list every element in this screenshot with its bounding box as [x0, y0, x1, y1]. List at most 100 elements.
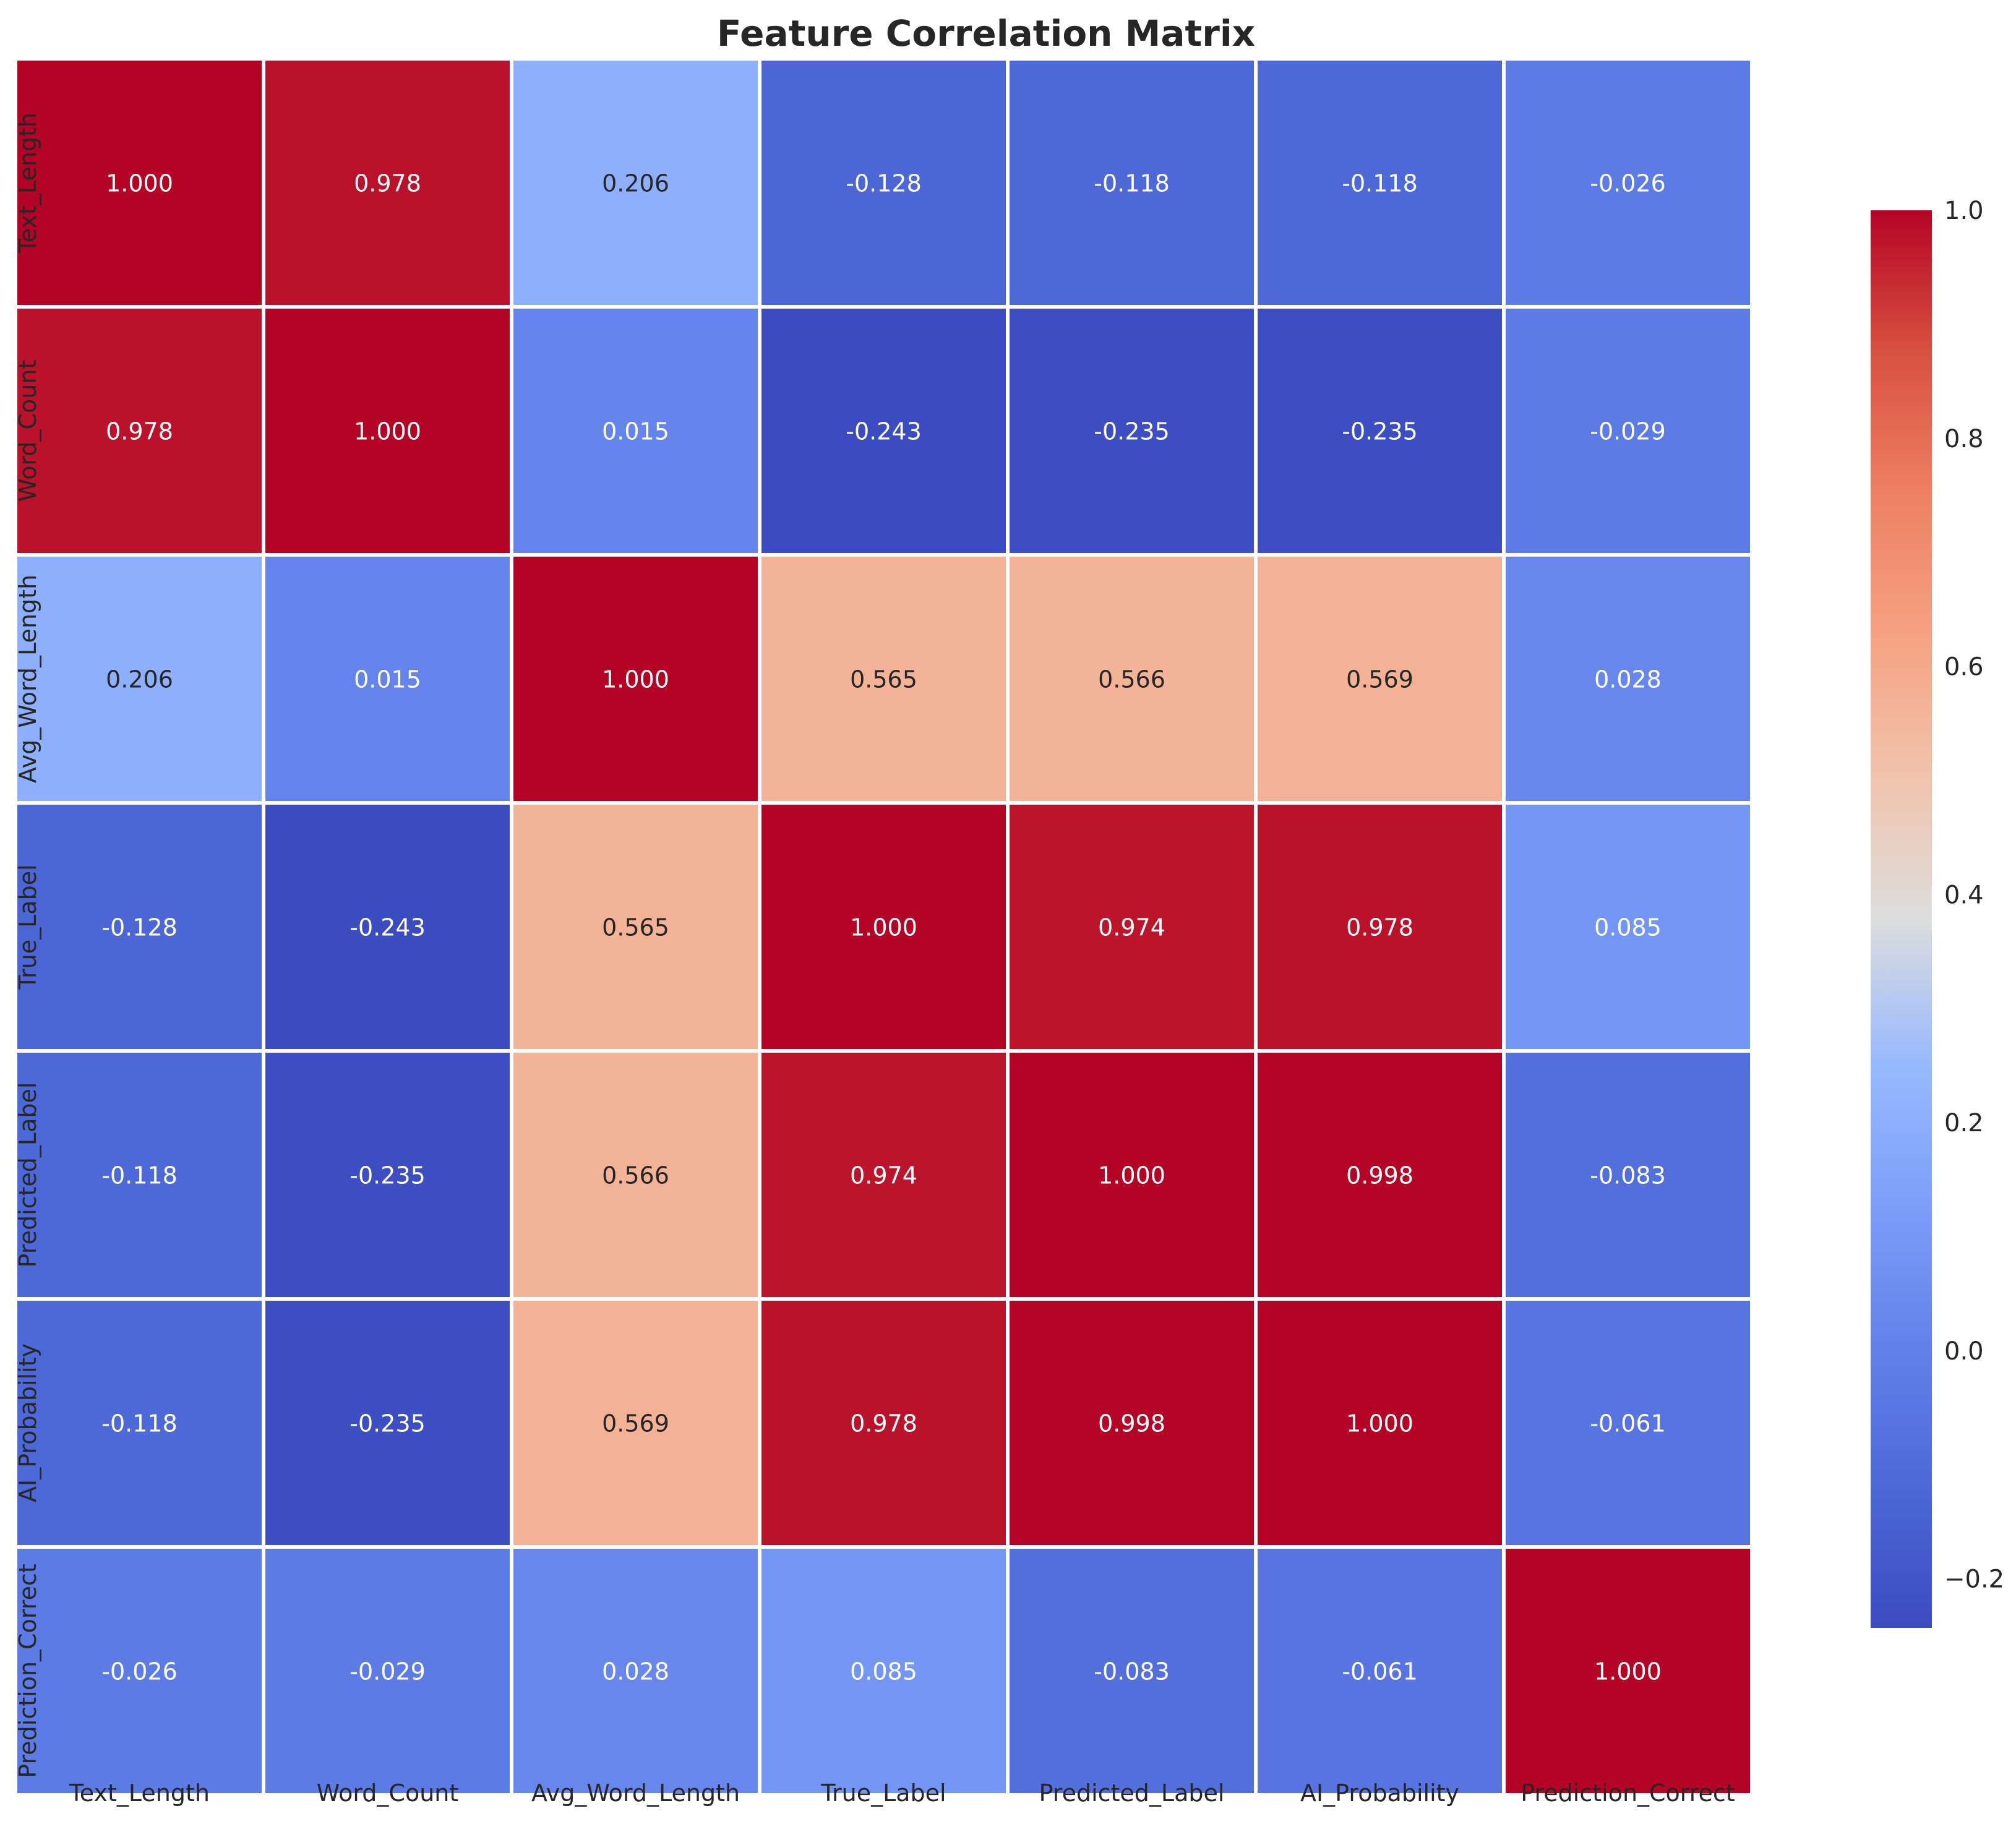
- x-tick-label: AI_Probability: [1300, 1779, 1459, 1807]
- heatmap-cell-label: -0.061: [1342, 1658, 1418, 1685]
- y-tick-label: AI_Probability: [14, 1343, 41, 1502]
- heatmap-cell: [1258, 557, 1502, 801]
- heatmap-cell: [17, 557, 262, 801]
- heatmap-cell-label: -0.235: [350, 1162, 426, 1189]
- heatmap-cell-label: 0.998: [1098, 1410, 1165, 1437]
- colorbar-gradient: [1871, 210, 1932, 1628]
- heatmap-cell: [265, 1053, 510, 1297]
- heatmap-cell: [1010, 1549, 1254, 1793]
- heatmap-cell: [1506, 557, 1750, 801]
- heatmap-cell: [1258, 1549, 1502, 1793]
- heatmap-cell-label: 0.206: [106, 666, 173, 693]
- heatmap-cell: [513, 557, 758, 801]
- colorbar: −0.2 0.0 0.2 0.4 0.6 0.8 1.0: [1871, 197, 2004, 1628]
- y-tick-label: Prediction_Correct: [14, 1564, 41, 1778]
- heatmap-cell: [1258, 805, 1502, 1049]
- x-tick-label: Text_Length: [69, 1779, 210, 1807]
- heatmap-cell-label: -0.128: [846, 170, 922, 197]
- heatmap-cell: [761, 1549, 1006, 1793]
- heatmap-cell: [17, 1301, 262, 1545]
- heatmap-cell: [1010, 1301, 1254, 1545]
- heatmap-cell: [761, 309, 1006, 553]
- heatmap-cell-label: 1.000: [106, 170, 173, 197]
- heatmap-cell: [1506, 1301, 1750, 1545]
- x-tick-label: Predicted_Label: [1039, 1779, 1225, 1807]
- heatmap-cell: [17, 61, 262, 305]
- heatmap-cell-label: 1.000: [354, 418, 421, 445]
- heatmap-cell-label: 0.085: [850, 1658, 917, 1685]
- heatmap-cell: [1506, 805, 1750, 1049]
- x-axis-tick-labels: Text_Length Word_Count Avg_Word_Length True…: [69, 1779, 1735, 1807]
- heatmap-cell: [17, 805, 262, 1049]
- chart-title: Feature Correlation Matrix: [717, 12, 1255, 54]
- heatmap-cell-label: -0.235: [1094, 418, 1170, 445]
- heatmap-cell-label: -0.235: [1342, 418, 1418, 445]
- colorbar-tick-label: 0.6: [1944, 653, 1984, 682]
- heatmap-cell-label: -0.061: [1590, 1410, 1666, 1437]
- heatmap-cell-label: -0.029: [350, 1658, 426, 1685]
- heatmap-cell-label: 0.978: [850, 1410, 917, 1437]
- heatmap-cell-label: 0.565: [850, 666, 917, 693]
- heatmap-cells: [17, 61, 1750, 1793]
- heatmap-cell: [17, 1053, 262, 1297]
- heatmap-cell-label: 0.974: [850, 1162, 917, 1189]
- x-tick-label: Avg_Word_Length: [531, 1779, 740, 1807]
- heatmap-cell-label: 0.028: [1594, 666, 1662, 693]
- y-tick-label: Text_Length: [14, 113, 41, 254]
- heatmap-cell-label: 0.566: [1098, 666, 1165, 693]
- heatmap-cell-label: 1.000: [1594, 1658, 1662, 1685]
- heatmap-cell-label: -0.243: [350, 914, 426, 941]
- heatmap-cell: [1010, 557, 1254, 801]
- y-tick-label: True_Label: [14, 864, 41, 990]
- heatmap-cell: [761, 61, 1006, 305]
- heatmap-cell-label: -0.118: [101, 1162, 178, 1189]
- heatmap-cell-label: -0.128: [101, 914, 178, 941]
- heatmap-cell: [265, 1549, 510, 1793]
- heatmap-cell-label: 0.015: [354, 666, 421, 693]
- heatmap-cell: [1506, 1549, 1750, 1793]
- heatmap-cell: [265, 1301, 510, 1545]
- heatmap-cell-label: 1.000: [1098, 1162, 1165, 1189]
- heatmap-cell: [761, 1053, 1006, 1297]
- heatmap-cell: [761, 557, 1006, 801]
- heatmap-cell-label: 0.569: [1346, 666, 1413, 693]
- heatmap-cell: [1258, 309, 1502, 553]
- colorbar-tick-label: −0.2: [1944, 1565, 2004, 1594]
- heatmap-cell-label: 1.000: [850, 914, 917, 941]
- heatmap-cell: [265, 309, 510, 553]
- heatmap-cell-label: 0.978: [1346, 914, 1413, 941]
- heatmap-cell-label: 0.978: [354, 170, 421, 197]
- colorbar-tick-label: 0.4: [1944, 881, 1984, 909]
- heatmap-cell-label: -0.026: [101, 1658, 178, 1685]
- heatmap-cell-label: 0.028: [602, 1658, 669, 1685]
- heatmap-cell: [1258, 61, 1502, 305]
- heatmap-cell: [513, 309, 758, 553]
- y-tick-label: Word_Count: [14, 360, 41, 502]
- y-tick-label: Avg_Word_Length: [14, 575, 41, 783]
- heatmap-cell-label: 0.978: [106, 418, 173, 445]
- heatmap-cell-label: -0.118: [1342, 170, 1418, 197]
- heatmap-cell-label: 0.569: [602, 1410, 669, 1437]
- heatmap-cell-label: 0.206: [602, 170, 669, 197]
- heatmap-cell: [1506, 309, 1750, 553]
- heatmap-cell: [265, 557, 510, 801]
- heatmap-cell-label: -0.083: [1094, 1658, 1170, 1685]
- heatmap-cell-label: 0.566: [602, 1162, 669, 1189]
- heatmap-cell-label: -0.083: [1590, 1162, 1666, 1189]
- colorbar-tick-label: 0.0: [1944, 1337, 1984, 1366]
- heatmap-cell: [513, 1549, 758, 1793]
- heatmap-cell: [1010, 309, 1254, 553]
- y-tick-label: Predicted_Label: [14, 1082, 41, 1268]
- heatmap-cell-labels: 1.000 0.978 0.206 -0.128 -0.118 -0.118 -0.026 0…: [101, 170, 1666, 1685]
- heatmap-cell-label: -0.243: [846, 418, 922, 445]
- heatmap-cell: [17, 1549, 262, 1793]
- heatmap-cell-label: 0.565: [602, 914, 669, 941]
- colorbar-ticks: −0.2 0.0 0.2 0.4 0.6 0.8 1.0: [1944, 197, 2004, 1594]
- heatmap-cell: [1010, 805, 1254, 1049]
- heatmap-cell: [17, 309, 262, 553]
- heatmap-cell-label: 1.000: [1346, 1410, 1413, 1437]
- heatmap-cell-label: 1.000: [602, 666, 669, 693]
- colorbar-tick-label: 1.0: [1944, 197, 1984, 225]
- heatmap-cell: [1010, 1053, 1254, 1297]
